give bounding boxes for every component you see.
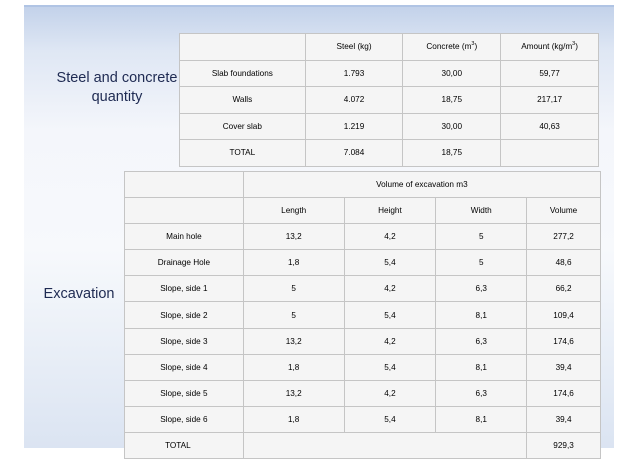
steel-section-title: Steel and concrete quantity	[56, 70, 178, 105]
total-volume-cell: 929,3	[526, 431, 601, 459]
total-label: TOTAL	[124, 431, 244, 459]
empty-header-cell	[179, 33, 306, 61]
volume-cell: 66,2	[526, 275, 601, 303]
row-label: Slope, side 6	[124, 405, 244, 433]
height-header: Height	[343, 197, 437, 225]
concrete-header: Concrete (m3)	[402, 33, 502, 61]
volume-cell: 174,6	[526, 379, 601, 407]
empty-header-cell	[124, 170, 244, 199]
excavation-table: Volume of excavation m3 Length Height Wi…	[124, 170, 602, 459]
empty-header-cell	[124, 197, 244, 225]
volume-group-header: Volume of excavation m3	[242, 170, 602, 199]
steel-cell: 1.219	[304, 112, 404, 140]
width-cell: 5	[435, 249, 528, 277]
row-label: Slope, side 3	[124, 327, 244, 355]
row-label: Slab foundations	[179, 59, 306, 87]
table-total-row: TOTAL 7.084 18,75	[179, 139, 599, 167]
row-label: Slope, side 2	[124, 301, 244, 329]
steel-cell: 1.793	[304, 59, 404, 87]
slide: Steel and concrete quantity Excavation S…	[24, 5, 614, 459]
volume-cell: 109,4	[526, 301, 601, 329]
width-cell: 8,1	[435, 353, 528, 381]
table-row: Slope, side 3 13,2 4,2 6,3 174,6	[124, 327, 601, 355]
table-row: Cover slab 1.219 30,00 40,63	[179, 112, 599, 140]
width-cell: 6,3	[435, 327, 528, 355]
row-label: Drainage Hole	[124, 249, 244, 277]
excavation-section-title: Excavation	[43, 286, 115, 302]
width-cell: 6,3	[435, 275, 528, 303]
volume-header: Volume	[526, 197, 601, 225]
length-header: Length	[242, 197, 345, 225]
total-empty-cell	[242, 431, 528, 459]
concrete-cell: 18,75	[402, 86, 502, 114]
width-cell: 8,1	[435, 301, 528, 329]
steel-cell: 4.072	[304, 86, 404, 114]
length-cell: 13,2	[242, 327, 345, 355]
concrete-cell: 30,00	[402, 112, 502, 140]
table-header-row: Steel (kg) Concrete (m3) Amount (kg/m3)	[179, 33, 599, 61]
table-row: Walls 4.072 18,75 217,17	[179, 86, 599, 114]
concrete-cell: 30,00	[402, 59, 502, 87]
amount-cell: 59,77	[500, 59, 599, 87]
width-header: Width	[435, 197, 528, 225]
height-cell: 5,4	[343, 301, 437, 329]
row-label: Walls	[179, 86, 306, 114]
length-cell: 13,2	[242, 379, 345, 407]
height-cell: 4,2	[343, 275, 437, 303]
row-label: Slope, side 4	[124, 353, 244, 381]
row-label: Cover slab	[179, 112, 306, 140]
steel-header: Steel (kg)	[304, 33, 404, 61]
table-total-row: TOTAL 929,3	[124, 431, 601, 459]
table-row: Slope, side 1 5 4,2 6,3 66,2	[124, 275, 601, 303]
table-row: Main hole 13,2 4,2 5 277,2	[124, 223, 601, 251]
table-row: Slab foundations 1.793 30,00 59,77	[179, 59, 599, 87]
row-label: Main hole	[124, 223, 244, 251]
table-row: Slope, side 4 1,8 5,4 8,1 39,4	[124, 353, 601, 381]
amount-header: Amount (kg/m3)	[500, 33, 599, 61]
length-cell: 5	[242, 301, 345, 329]
height-cell: 4,2	[343, 327, 437, 355]
steel-cell: 7.084	[304, 139, 404, 167]
volume-cell: 174,6	[526, 327, 601, 355]
steel-concrete-table: Steel (kg) Concrete (m3) Amount (kg/m3) …	[179, 33, 599, 167]
height-cell: 5,4	[343, 353, 437, 381]
table-row: Slope, side 2 5 5,4 8,1 109,4	[124, 301, 601, 329]
volume-cell: 277,2	[526, 223, 601, 251]
table-row: Slope, side 6 1,8 5,4 8,1 39,4	[124, 405, 601, 433]
amount-cell	[500, 139, 599, 167]
height-cell: 5,4	[343, 249, 437, 277]
length-cell: 13,2	[242, 223, 345, 251]
table-row: Drainage Hole 1,8 5,4 5 48,6	[124, 249, 601, 277]
length-cell: 5	[242, 275, 345, 303]
volume-cell: 39,4	[526, 353, 601, 381]
concrete-cell: 18,75	[402, 139, 502, 167]
amount-cell: 217,17	[500, 86, 599, 114]
table-header-row: Length Height Width Volume	[124, 197, 601, 225]
height-cell: 5,4	[343, 405, 437, 433]
row-label: Slope, side 5	[124, 379, 244, 407]
length-cell: 1,8	[242, 405, 345, 433]
table-group-header-row: Volume of excavation m3	[124, 170, 602, 199]
width-cell: 8,1	[435, 405, 528, 433]
width-cell: 5	[435, 223, 528, 251]
height-cell: 4,2	[343, 379, 437, 407]
height-cell: 4,2	[343, 223, 437, 251]
volume-cell: 48,6	[526, 249, 601, 277]
width-cell: 6,3	[435, 379, 528, 407]
length-cell: 1,8	[242, 353, 345, 381]
table-row: Slope, side 5 13,2 4,2 6,3 174,6	[124, 379, 601, 407]
amount-cell: 40,63	[500, 112, 599, 140]
row-label: Slope, side 1	[124, 275, 244, 303]
volume-cell: 39,4	[526, 405, 601, 433]
length-cell: 1,8	[242, 249, 345, 277]
row-label: TOTAL	[179, 139, 306, 167]
